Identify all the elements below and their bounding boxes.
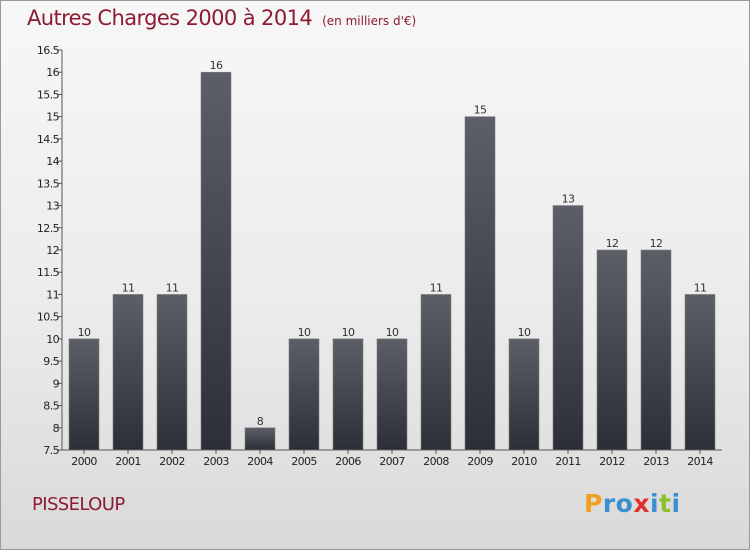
data-label: 11 [430,281,443,294]
data-label: 12 [650,237,663,250]
y-tick-label: 11 [46,288,59,301]
y-tick-label: 8 [53,422,60,435]
bar [508,338,540,451]
y-tick-label: 16.5 [37,44,60,57]
bar [244,427,276,451]
y-tick-label: 11.5 [37,266,60,279]
y-tick-label: 10.5 [37,311,60,324]
bar [464,116,496,451]
logo-letter: i [650,489,660,518]
y-tick-label: 10 [46,333,59,346]
y-tick-label: 14.5 [37,133,60,146]
y-tick-label: 9 [53,377,60,390]
data-label: 13 [562,193,575,206]
logo-letter: o [615,489,634,518]
y-tick-label: 12.5 [37,222,60,235]
chart-subtitle: (en milliers d'€) [322,14,417,28]
x-tick-label: 2007 [379,455,405,468]
logo-letter: i [671,489,681,518]
chart-title-text: Autres Charges 2000 à 2014 [27,6,313,30]
chart-title: Autres Charges 2000 à 2014 (en milliers d… [27,6,416,30]
x-tick-label: 2003 [203,455,229,468]
bar [288,338,320,451]
bar [376,338,408,451]
bar [420,294,452,451]
y-tick-label: 7.5 [43,444,59,457]
x-tick-label: 2001 [115,455,141,468]
data-label: 11 [166,281,179,294]
x-tick-label: 2005 [291,455,317,468]
logo-letter: x [633,489,650,518]
x-tick-label: 2009 [467,455,493,468]
x-tick-label: 2013 [643,455,669,468]
data-label: 10 [342,326,355,339]
commune-name: PISSELOUP [32,494,125,515]
data-label: 15 [474,104,487,117]
bar [68,338,100,451]
y-tick-label: 13 [46,200,59,213]
data-label: 10 [298,326,311,339]
bar [200,71,232,451]
y-tick-label: 15.5 [37,88,60,101]
data-label: 10 [386,326,399,339]
x-tick-label: 2002 [159,455,185,468]
logo-letter: t [659,489,672,518]
data-label: 10 [78,326,91,339]
y-tick-label: 14 [46,155,59,168]
bar [332,338,364,451]
logo-letter: r [602,489,616,518]
bar [156,294,188,451]
data-label: 12 [606,237,619,250]
x-tick-label: 2000 [71,455,97,468]
bar [640,249,672,451]
data-label: 10 [518,326,531,339]
y-tick-label: 12 [46,244,59,257]
y-tick-label: 8.5 [43,400,59,413]
data-label: 8 [257,415,264,428]
x-tick-label: 2012 [599,455,625,468]
x-tick-label: 2004 [247,455,273,468]
proxiti-logo: Proxiti [584,489,681,518]
x-tick-label: 2011 [555,455,581,468]
bar [684,294,716,451]
x-tick-label: 2008 [423,455,449,468]
data-label: 11 [694,281,707,294]
x-tick-label: 2014 [687,455,713,468]
data-label: 11 [122,281,135,294]
bar [112,294,144,451]
x-tick-label: 2006 [335,455,361,468]
y-tick-label: 16 [46,66,59,79]
x-tick-label: 2010 [511,455,537,468]
y-tick-label: 9.5 [43,355,59,368]
bar [552,205,584,451]
y-tick-label: 13.5 [37,177,60,190]
bar [596,249,628,451]
y-tick-label: 15 [46,111,59,124]
logo-letter: P [584,489,603,518]
data-label: 16 [210,59,223,72]
